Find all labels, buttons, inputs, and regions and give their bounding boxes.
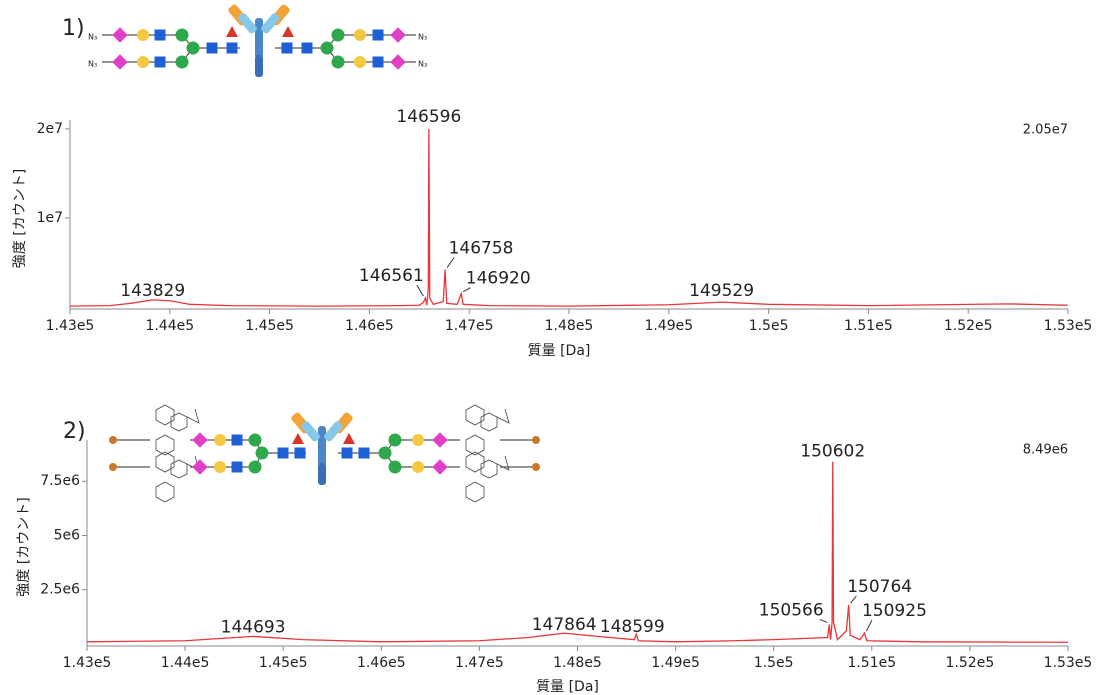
azide-label: N₃ [88,60,97,69]
y-tick-label: 5e6 [54,527,81,543]
peak-label: 150764 [847,577,912,597]
x-tick-label: 1.5e5 [754,655,794,671]
y-tick-label: 2.5e6 [40,582,80,598]
peak-label: 146758 [449,239,514,259]
x-tick-label: 1.44e5 [145,318,194,334]
azide-label: N₃ [418,60,427,69]
x-tick-label: 1.43e5 [63,655,112,671]
y-tick-label: 2e7 [37,121,63,137]
x-tick-label: 1.51e5 [847,655,896,671]
y-axis-title: 強度 [カウント] [16,497,32,596]
x-tick-label: 1.48e5 [553,655,602,671]
peak-label: 150566 [759,600,824,620]
x-tick-label: 1.45e5 [245,318,294,334]
azide-label: N₃ [88,33,97,42]
x-tick-label: 1.47e5 [445,318,494,334]
glycan-diagram-1: 1) N₃ N₃ N₃ N₃ [62,3,427,77]
x-tick-label: 1.47e5 [455,655,504,671]
y-axis-title: 強度 [カウント] [12,169,28,268]
x-tick-label: 1.53e5 [1044,318,1093,334]
x-tick-label: 1.5e5 [749,318,789,334]
x-tick-label: 1.46e5 [357,655,406,671]
x-axis-title: 質量 [Da] [528,343,591,359]
peak-label: 148599 [600,617,665,637]
spectrum-line [70,129,1068,306]
peak-leader [447,258,454,268]
panel-label: 1) [62,16,85,41]
peak-label: 146920 [466,269,531,289]
page: {"chart_data": [ {"type": "line", "panel… [0,0,1099,695]
glycan-diagram-2: 2) [63,405,540,502]
peak-label: 150925 [862,601,927,621]
x-axis-title: 質量 [Da] [536,679,599,695]
x-tick-label: 1.45e5 [259,655,308,671]
x-tick-label: 1.49e5 [651,655,700,671]
peak-label: 149529 [689,281,754,301]
x-tick-label: 1.52e5 [946,655,995,671]
x-tick-label: 1.44e5 [161,655,210,671]
x-tick-label: 1.53e5 [1044,655,1093,671]
figure: 1) N₃ N₃ N₃ N₃ 2) 1.43e5 1.44e5 1.45e5 1.46… [0,0,1099,695]
peak-label: 147864 [532,615,597,635]
x-tick-label: 1.43e5 [46,318,95,334]
x-tick-label: 1.52e5 [944,318,993,334]
panel-label: 2) [63,419,86,444]
peak-label: 146561 [359,266,424,286]
peak-leader [851,596,857,603]
peak-label: 144693 [221,617,286,637]
peak-leader [417,285,424,296]
y-tick-label: 7.5e6 [40,473,80,489]
max-intensity: 8.49e6 [1023,443,1068,458]
max-intensity: 2.05e7 [1023,123,1068,138]
peak-label: 150602 [800,442,865,462]
x-tick-label: 1.48e5 [545,318,594,334]
peak-label: 146596 [396,107,461,127]
x-tick-label: 1.46e5 [345,318,394,334]
y-tick-label: 1e7 [37,210,63,226]
x-tick-label: 1.51e5 [844,318,893,334]
azide-label: N₃ [418,33,427,42]
peak-label: 143829 [120,281,185,301]
x-tick-label: 1.49e5 [644,318,693,334]
peak-leader [866,620,872,631]
